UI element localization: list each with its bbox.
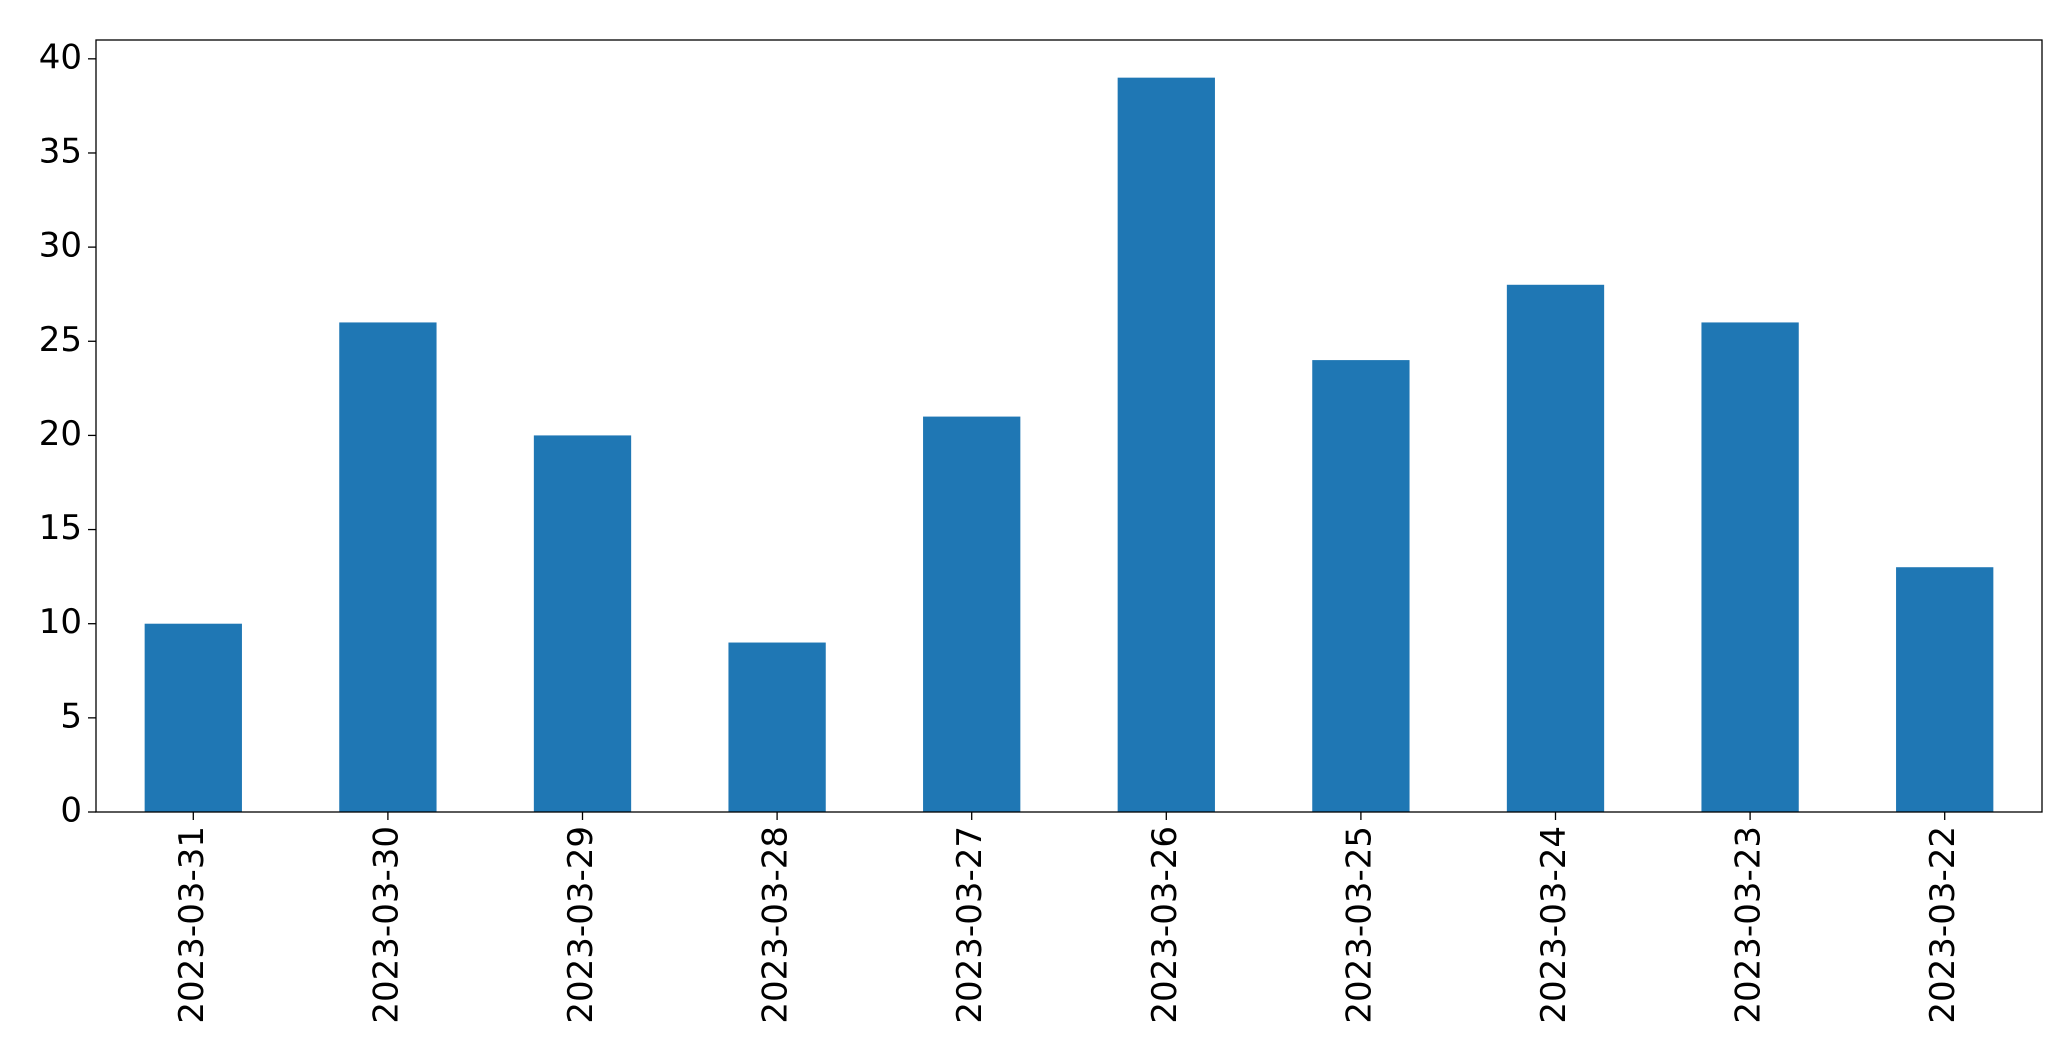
y-tick-label: 10 [39,602,82,642]
y-tick-label: 15 [39,508,82,548]
bar [533,435,632,812]
y-tick-label: 5 [60,696,82,736]
bar [1117,77,1215,812]
x-tick-label: 2023-03-27 [950,826,990,1024]
x-tick-label: 2023-03-31 [172,826,212,1024]
x-tick-label: 2023-03-22 [1923,826,1963,1024]
bar [1896,567,1994,812]
y-tick-label: 40 [39,37,82,77]
y-tick-label: 25 [39,320,82,360]
bar [728,642,826,812]
x-tick-label: 2023-03-23 [1729,826,1769,1024]
y-tick-label: 20 [39,414,82,454]
bar [1506,284,1605,812]
bar [1312,360,1410,812]
y-tick-label: 35 [39,131,82,171]
bar [144,623,242,812]
plot-frame [95,39,2043,813]
x-tick-label: 2023-03-24 [1534,826,1574,1024]
x-tick-label: 2023-03-28 [756,826,796,1024]
x-tick-label: 2023-03-26 [1145,826,1185,1024]
bar [923,416,1021,812]
y-tick-label: 0 [60,791,82,831]
x-tick-label: 2023-03-30 [366,826,406,1024]
x-tick-label: 2023-03-29 [561,826,601,1024]
bar [1701,322,1799,812]
y-tick-label: 30 [39,226,82,266]
x-tick-label: 2023-03-25 [1339,826,1379,1024]
bar [339,322,437,812]
